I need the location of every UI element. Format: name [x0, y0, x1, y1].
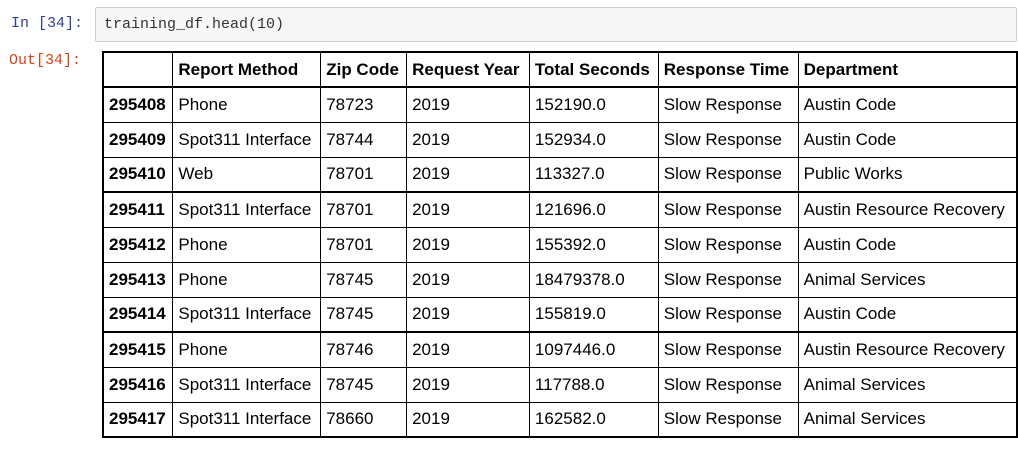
table-cell: 162582.0 — [528, 401, 659, 438]
row-index: 295412 — [102, 226, 174, 263]
table-cell: 78660 — [320, 401, 408, 438]
row-index: 295411 — [102, 191, 174, 228]
table-cell: Spot311 Interface — [172, 401, 322, 438]
table-cell: 78723 — [320, 86, 408, 123]
table-cell: 78701 — [320, 226, 408, 263]
table-cell: 2019 — [406, 86, 530, 123]
output-prompt: Out[34]: — [9, 52, 82, 69]
table-cell: Public Works — [797, 156, 1018, 193]
table-header-row: Report Method Zip Code Request Year Tota… — [102, 51, 1018, 88]
column-header: Total Seconds — [528, 51, 659, 88]
table-cell: 78744 — [320, 121, 408, 158]
table-cell: 78746 — [320, 331, 408, 368]
dataframe-table: Report Method Zip Code Request Year Tota… — [102, 51, 1018, 438]
table-cell: Slow Response — [657, 261, 799, 298]
column-header: Response Time — [657, 51, 799, 88]
column-header: Zip Code — [320, 51, 408, 88]
table-row: 295409 Spot311 Interface 78744 2019 152934.0… — [102, 121, 1018, 158]
table-row: 295415 Phone 78746 2019 1097446.0 Slow Respon… — [102, 331, 1018, 368]
table-cell: Slow Response — [657, 331, 799, 368]
table-cell: Slow Response — [657, 226, 799, 263]
table-row: 295412 Phone 78701 2019 155392.0 Slow Respons… — [102, 226, 1018, 263]
table-cell: 2019 — [406, 401, 530, 438]
table-cell: Slow Response — [657, 366, 799, 403]
row-index: 295414 — [102, 296, 174, 333]
table-cell: Slow Response — [657, 86, 799, 123]
input-prompt: In [34]: — [11, 15, 84, 32]
table-row: 295408 Phone 78723 2019 152190.0 Slow Respons… — [102, 86, 1018, 123]
table-cell: 2019 — [406, 296, 530, 333]
table-row: 295410 Web 78701 2019 113327.0 Slow Response P… — [102, 156, 1018, 193]
table-cell: Spot311 Interface — [172, 121, 322, 158]
table-cell: 78745 — [320, 366, 408, 403]
table-cell: Phone — [172, 226, 322, 263]
row-index: 295415 — [102, 331, 174, 368]
table-cell: 155392.0 — [528, 226, 659, 263]
table-cell: Spot311 Interface — [172, 191, 322, 228]
table-cell: Spot311 Interface — [172, 366, 322, 403]
table-cell: 18479378.0 — [528, 261, 659, 298]
table-cell: 2019 — [406, 156, 530, 193]
table-cell: Phone — [172, 86, 322, 123]
row-index: 295417 — [102, 401, 174, 438]
row-index: 295408 — [102, 86, 174, 123]
table-cell: 113327.0 — [528, 156, 659, 193]
column-header: Request Year — [406, 51, 530, 88]
table-cell: 152190.0 — [528, 86, 659, 123]
table-cell: 155819.0 — [528, 296, 659, 333]
table-cell: 152934.0 — [528, 121, 659, 158]
table-row: 295414 Spot311 Interface 78745 2019 155819.0… — [102, 296, 1018, 333]
table-cell: Slow Response — [657, 121, 799, 158]
row-index: 295416 — [102, 366, 174, 403]
table-cell: Phone — [172, 331, 322, 368]
table-row: 295416 Spot311 Interface 78745 2019 117788.0… — [102, 366, 1018, 403]
table-cell: Austin Code — [797, 121, 1018, 158]
table-cell: Slow Response — [657, 401, 799, 438]
index-header — [102, 51, 174, 88]
table-cell: Phone — [172, 261, 322, 298]
table-cell: 121696.0 — [528, 191, 659, 228]
table-cell: Animal Services — [797, 366, 1018, 403]
table-cell: 117788.0 — [528, 366, 659, 403]
table-cell: Austin Resource Recovery — [797, 331, 1018, 368]
table-cell: 78701 — [320, 191, 408, 228]
table-cell: Slow Response — [657, 296, 799, 333]
row-index: 295410 — [102, 156, 174, 193]
table-cell: Slow Response — [657, 191, 799, 228]
table-cell: 78745 — [320, 296, 408, 333]
table-cell: 2019 — [406, 226, 530, 263]
row-index: 295413 — [102, 261, 174, 298]
table-cell: Austin Code — [797, 296, 1018, 333]
table-cell: 78701 — [320, 156, 408, 193]
table-row: 295417 Spot311 Interface 78660 2019 162582.0… — [102, 401, 1018, 438]
code-cell-input[interactable]: training_df.head(10) — [95, 7, 1017, 42]
column-header: Department — [797, 51, 1018, 88]
table-cell: Slow Response — [657, 156, 799, 193]
table-cell: 78745 — [320, 261, 408, 298]
table-cell: Austin Resource Recovery — [797, 191, 1018, 228]
table-cell: 2019 — [406, 261, 530, 298]
table-cell: Animal Services — [797, 261, 1018, 298]
row-index: 295409 — [102, 121, 174, 158]
table-cell: Austin Code — [797, 86, 1018, 123]
table-cell: Austin Code — [797, 226, 1018, 263]
table-cell: 2019 — [406, 366, 530, 403]
table-row: 295413 Phone 78745 2019 18479378.0 Slow Respo… — [102, 261, 1018, 298]
table-cell: 2019 — [406, 191, 530, 228]
table-cell: Animal Services — [797, 401, 1018, 438]
table-cell: 2019 — [406, 331, 530, 368]
table-cell: 2019 — [406, 121, 530, 158]
table-cell: Web — [172, 156, 322, 193]
code-text[interactable]: training_df.head(10) — [104, 16, 285, 33]
table-row: 295411 Spot311 Interface 78701 2019 121696.0… — [102, 191, 1018, 228]
table-cell: Spot311 Interface — [172, 296, 322, 333]
table-cell: 1097446.0 — [528, 331, 659, 368]
column-header: Report Method — [172, 51, 322, 88]
